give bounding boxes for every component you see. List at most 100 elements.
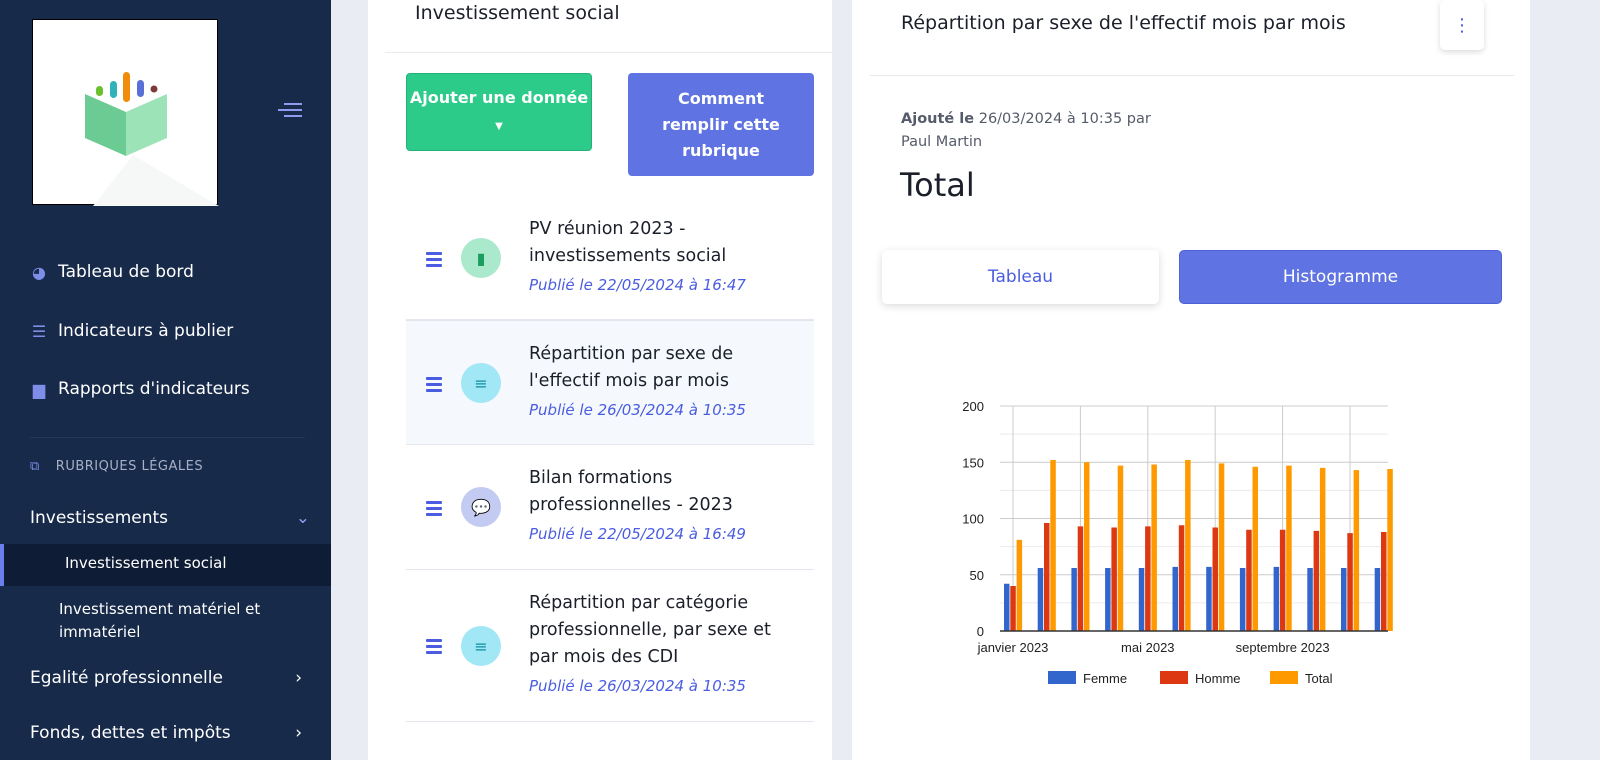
bar-homme [1212,527,1218,631]
group-label: Investissements [30,508,169,528]
caret-down-icon: ▼ [495,120,503,132]
bar-femme [1206,566,1212,631]
bar-total [1117,465,1124,631]
legend-label: Homme [1195,671,1241,686]
added-info: Ajouté le 26/03/2024 à 10:35 par Paul Ma… [901,108,1151,154]
section-header: ⧉ RUBRIQUES LÉGALES [30,459,203,474]
button-label: Ajouter une donnée [409,87,589,107]
item-date: Publié le 22/05/2024 à 16:49 [529,525,746,543]
group-label: Egalité professionnelle [30,668,223,688]
tab-tableau[interactable]: Tableau [882,250,1159,304]
added-label: Ajouté le [901,111,975,127]
sidebar-subitem-investissement-materiel[interactable]: Investissement matériel et immatériel [0,598,300,644]
list-item[interactable]: 💬 Bilan formations professionnelles - 20… [406,445,814,570]
bar-homme [1246,529,1252,631]
sidebar-item-indicateurs[interactable]: ☰ Indicateurs à publier [30,321,233,341]
bar-femme [1307,568,1313,631]
bar-total [1353,470,1360,631]
bar-total [1185,460,1191,631]
bar-femme [1138,568,1145,631]
bar-total [1218,463,1225,631]
comments-icon: 💬 [461,487,501,527]
y-tick-label: 100 [962,512,984,527]
bar-homme [1044,523,1050,631]
bar-femme [1239,568,1246,631]
legend-label: Femme [1083,671,1127,686]
y-tick-label: 150 [962,455,984,470]
chevron-right-icon: › [295,723,302,743]
drag-handle-icon[interactable] [426,377,442,392]
sitemap-icon: ⧉ [30,459,40,474]
legend-swatch [1048,671,1076,684]
bar-femme [1037,568,1044,631]
bar-total [1151,464,1157,631]
bar-homme [1178,525,1185,631]
nav-label: Tableau de bord [58,262,194,282]
group-label: Fonds, dettes et impôts [30,723,231,743]
added-date: 26/03/2024 à 10:35 par [978,111,1151,127]
bar-total [1016,539,1023,631]
bar-homme [1111,527,1117,631]
divider [870,75,1514,76]
items-panel: Investissement social Ajouter une donnée… [368,0,833,760]
bar-homme [1145,526,1151,631]
sidebar-subitem-investissement-social[interactable]: Investissement social [0,544,331,586]
drag-handle-icon[interactable] [426,639,442,654]
report-icon: ▆ [32,379,46,399]
more-options-icon[interactable]: ⋮ [1440,0,1484,50]
subitem-label: Investissement social [65,554,227,572]
sidebar-item-rapports[interactable]: ▆ Rapports d'indicateurs [30,379,250,399]
chart-icon: ≡ [461,626,501,666]
y-tick-label: 50 [970,568,984,583]
x-tick-label: septembre 2023 [1236,640,1330,655]
bar-homme [1381,532,1387,631]
bar-total [1387,469,1393,631]
detail-title: Répartition par sexe de l'effectif mois … [901,12,1346,34]
add-data-button[interactable]: Ajouter une donnée ▼ [406,73,592,151]
bar-femme [1071,568,1077,631]
y-tick-label: 0 [977,624,984,639]
drag-handle-icon[interactable] [426,501,442,516]
detail-panel: Répartition par sexe de l'effectif mois … [852,0,1530,760]
author: Paul Martin [901,134,983,150]
menu-toggle-icon[interactable] [278,103,302,119]
legend-swatch [1160,671,1188,684]
sidebar-group-investissements[interactable]: Investissements ⌄ [30,508,310,528]
item-date: Publié le 22/05/2024 à 16:47 [529,276,746,294]
sidebar-item-tableau-de-bord[interactable]: ◕ Tableau de bord [30,262,194,282]
help-button[interactable]: Comment remplir cette rubrique [628,73,814,176]
bar-total [1319,467,1326,631]
divider [30,437,305,438]
chevron-right-icon: › [295,668,302,688]
x-tick-label: janvier 2023 [977,640,1049,655]
section-heading: Total [900,166,975,204]
item-title: Répartition par sexe de l'effectif mois … [529,344,734,391]
x-tick-label: mai 2023 [1121,640,1174,655]
nav-label: Rapports d'indicateurs [58,379,250,399]
bar-femme [1172,566,1178,631]
tab-histogramme[interactable]: Histogramme [1179,250,1502,304]
bar-total [1050,460,1056,631]
list-item[interactable]: ≡ Répartition par sexe de l'effectif moi… [406,320,814,445]
item-title: Répartition par catégorie professionnell… [529,593,771,667]
item-date: Publié le 26/03/2024 à 10:35 [529,401,746,419]
drag-handle-icon[interactable] [426,252,442,267]
bar-homme [1313,530,1320,631]
bar-homme [1010,586,1016,631]
legend-label: Total [1305,671,1333,686]
dashboard-icon: ◕ [32,262,46,282]
bar-total [1084,462,1090,631]
sidebar-group-egalite[interactable]: Egalité professionnelle › [30,668,302,688]
sidebar-group-fonds[interactable]: Fonds, dettes et impôts › [30,723,302,743]
list-item[interactable]: ≡ Répartition par catégorie professionne… [406,570,814,722]
item-title: PV réunion 2023 - investissements social [529,219,727,266]
bar-total [1252,466,1258,631]
y-tick-label: 200 [962,399,984,414]
bar-femme [1374,568,1381,631]
nav-label: Indicateurs à publier [58,321,234,341]
bar-homme [1279,529,1286,631]
list-item[interactable]: ▮ PV réunion 2023 - investissements soci… [406,196,814,320]
subitem-label: Investissement matériel et immatériel [59,600,261,641]
list-icon: ☰ [31,321,47,341]
divider [385,52,833,53]
